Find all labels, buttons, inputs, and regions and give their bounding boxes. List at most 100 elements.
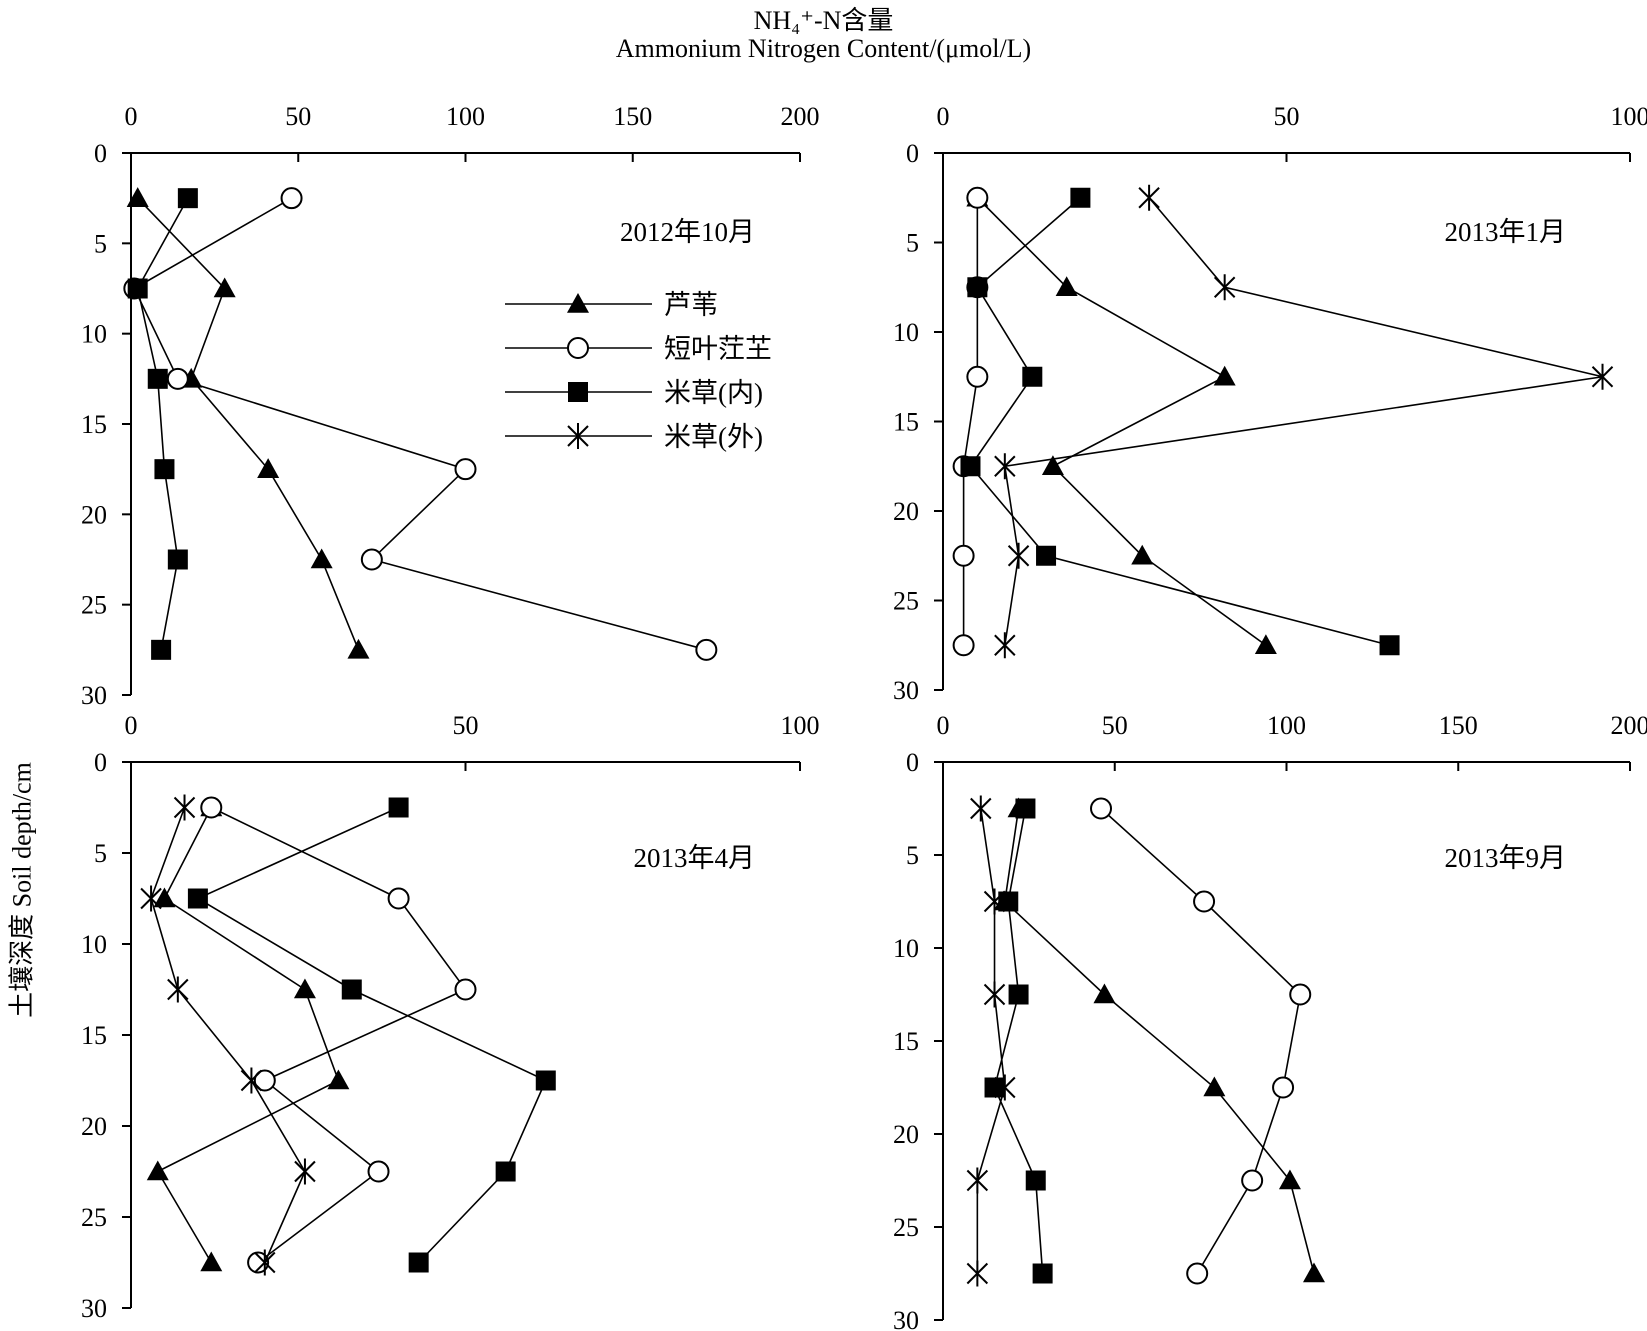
data-point xyxy=(1186,1262,1209,1285)
data-point xyxy=(151,639,172,660)
data-point xyxy=(1032,1263,1053,1284)
x-tick-label: 50 xyxy=(1102,711,1128,740)
series-line xyxy=(962,197,979,646)
x-tick-label: 50 xyxy=(1274,102,1300,131)
data-point xyxy=(952,544,975,567)
data-point xyxy=(200,1251,223,1272)
data-point xyxy=(341,979,362,1000)
data-point xyxy=(1015,798,1036,819)
panel-title: 2013年4月 xyxy=(634,843,756,873)
y-tick-label: 10 xyxy=(893,318,919,347)
data-point xyxy=(200,796,223,819)
data-point xyxy=(998,891,1019,912)
data-point xyxy=(367,1160,390,1183)
data-point xyxy=(1193,890,1216,913)
data-point xyxy=(1041,455,1064,476)
data-point xyxy=(310,548,333,569)
y-tick-label: 15 xyxy=(81,1021,107,1050)
y-tick-label: 20 xyxy=(81,500,107,529)
series-line xyxy=(133,197,707,651)
x-tick-label: 50 xyxy=(453,711,479,740)
data-point xyxy=(454,978,477,1001)
series-line xyxy=(150,807,306,1263)
data-point xyxy=(187,888,208,909)
figure-title-en: Ammonium Nitrogen Content/(μmol/L) xyxy=(615,34,1032,63)
y-tick-label: 5 xyxy=(906,229,919,258)
series-line xyxy=(210,806,467,1264)
series-line xyxy=(976,197,1267,646)
data-point xyxy=(280,187,303,210)
y-tick-label: 20 xyxy=(81,1112,107,1141)
y-tick-label: 0 xyxy=(906,139,919,168)
legend-item: 米草(外) xyxy=(505,422,763,452)
legend-marker xyxy=(568,382,588,402)
series-line xyxy=(156,807,340,1263)
data-point xyxy=(1070,187,1091,208)
x-tick-label: 200 xyxy=(781,102,820,131)
legend-marker xyxy=(567,293,589,313)
data-point xyxy=(994,1074,1016,1101)
data-point xyxy=(154,459,175,480)
x-tick-label: 150 xyxy=(613,102,652,131)
y-tick-label: 0 xyxy=(94,139,107,168)
legend-item: 芦苇 xyxy=(505,290,718,320)
data-point xyxy=(960,456,981,477)
y-tick-label: 5 xyxy=(906,841,919,870)
y-tick-label: 10 xyxy=(893,934,919,963)
data-point xyxy=(327,1069,350,1090)
x-tick-label: 0 xyxy=(937,711,950,740)
legend-item: 米草(内) xyxy=(505,378,763,408)
data-point xyxy=(966,1260,989,1287)
legend-label: 短叶茳芏 xyxy=(664,334,772,364)
data-point xyxy=(1138,184,1160,211)
data-point xyxy=(1278,1169,1301,1190)
y-tick-label: 30 xyxy=(81,681,107,710)
data-point xyxy=(388,797,409,818)
x-tick-label: 0 xyxy=(125,711,138,740)
data-point xyxy=(1036,545,1057,566)
data-point xyxy=(253,1069,276,1092)
data-point xyxy=(1241,1169,1264,1192)
series-line xyxy=(976,808,1006,1274)
legend-marker xyxy=(567,337,589,359)
legend-label: 芦苇 xyxy=(664,290,718,320)
y-tick-label: 15 xyxy=(893,408,919,437)
legend-marker xyxy=(567,423,589,449)
y-tick-label: 10 xyxy=(81,320,107,349)
x-tick-label: 150 xyxy=(1439,711,1478,740)
data-point xyxy=(1022,366,1043,387)
data-point xyxy=(1203,1076,1226,1097)
data-point xyxy=(1093,983,1116,1004)
data-point xyxy=(167,976,189,1003)
x-tick-label: 0 xyxy=(937,102,950,131)
data-point xyxy=(1131,544,1154,565)
data-point xyxy=(1213,365,1236,386)
data-point xyxy=(293,978,316,999)
data-point xyxy=(1254,634,1277,655)
data-point xyxy=(360,548,383,571)
data-point xyxy=(153,887,176,908)
panel-4: 0 50 100 150 200 0 5 10 15 20 25 30 2013年9月 xyxy=(893,711,1647,1331)
data-point xyxy=(147,368,168,389)
y-tick-label: 25 xyxy=(81,1203,107,1232)
data-point xyxy=(167,549,188,570)
panel-2: 0 50 100 0 5 10 15 20 25 30 2013年1月 xyxy=(893,102,1647,705)
data-point xyxy=(994,632,1016,659)
series-line xyxy=(196,806,547,1264)
y-tick-label: 5 xyxy=(94,229,107,258)
x-tick-label: 100 xyxy=(446,102,485,131)
data-point xyxy=(970,795,992,822)
y-tick-label: 30 xyxy=(893,676,919,705)
data-point xyxy=(966,1167,989,1194)
x-tick-label: 100 xyxy=(781,711,820,740)
y-tick-label: 0 xyxy=(94,748,107,777)
x-tick-label: 100 xyxy=(1267,711,1306,740)
data-point xyxy=(127,278,148,299)
data-point xyxy=(1213,274,1236,301)
legend-label: 米草(外) xyxy=(664,422,763,452)
y-tick-label: 20 xyxy=(893,1120,919,1149)
data-point xyxy=(1302,1262,1325,1283)
data-point xyxy=(177,188,198,209)
panel-3: 0 50 100 0 5 10 15 20 25 30 2013年4月 xyxy=(81,711,820,1323)
